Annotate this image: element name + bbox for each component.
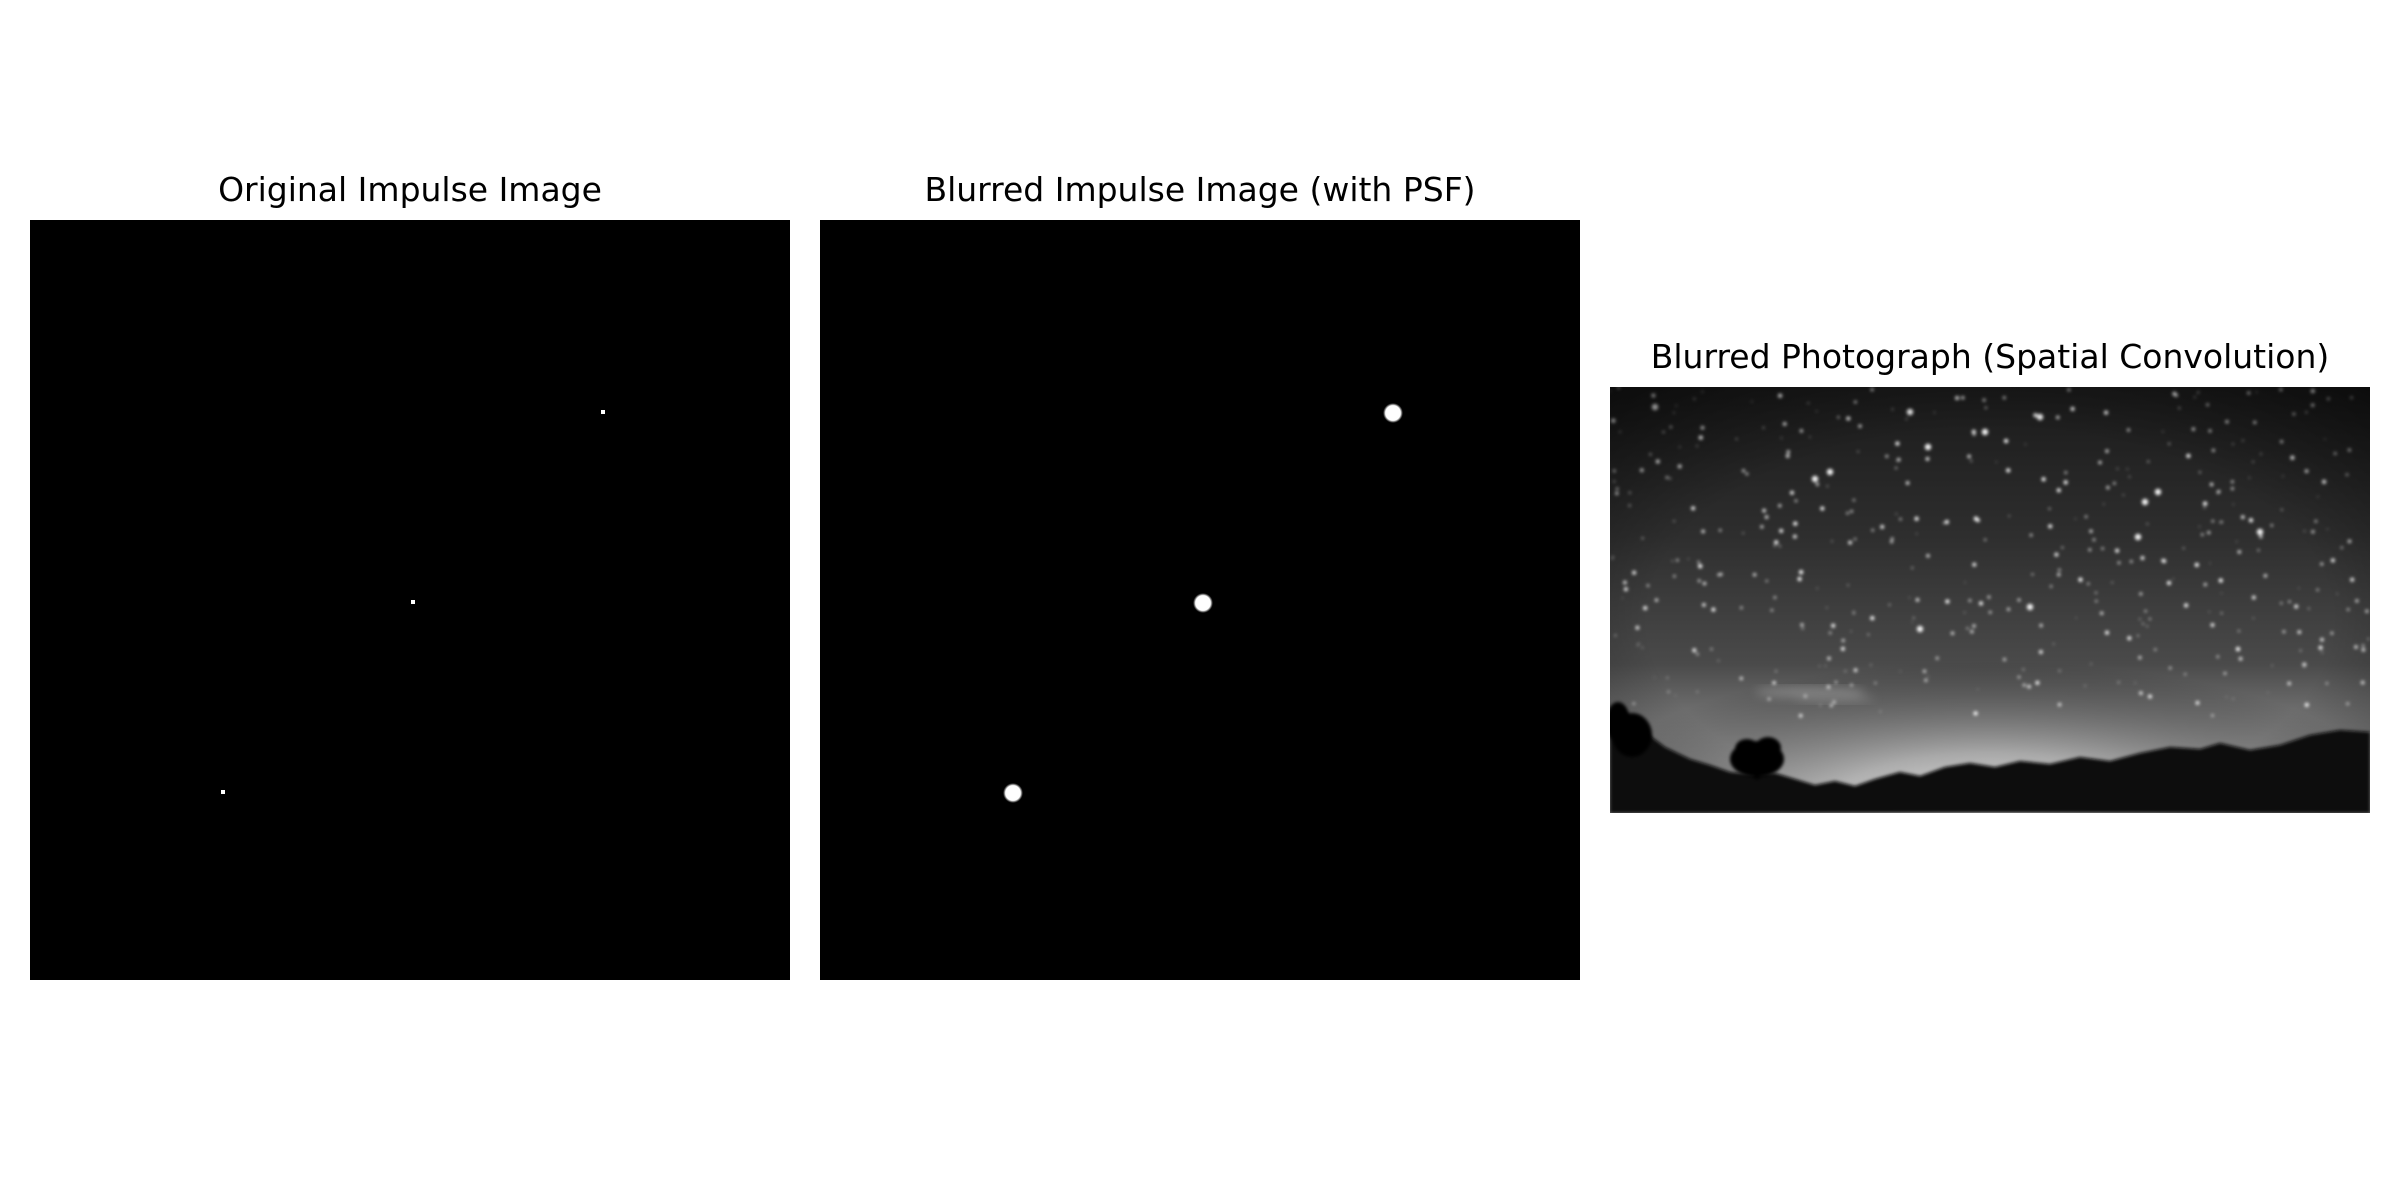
impulse-point-center [411, 600, 415, 604]
impulse-point-top-right [601, 410, 605, 414]
panel-title-blurred-photo: Blurred Photograph (Spatial Convolution) [1650, 337, 2330, 376]
blurred-impulse-canvas [820, 220, 1580, 980]
original-impulse-image [30, 220, 790, 980]
impulse-point-bottom-left [221, 790, 225, 794]
blurred-photograph [1610, 387, 2370, 813]
original-impulse-canvas [30, 220, 790, 980]
blurred-impulse-image [820, 220, 1580, 980]
panel-title-blurred-impulse: Blurred Impulse Image (with PSF) [924, 170, 1476, 209]
panel-title-original: Original Impulse Image [218, 170, 602, 209]
mountain-silhouette [1610, 709, 2370, 813]
blurred-point-center [1193, 593, 1213, 613]
blurred-photograph-canvas [1610, 387, 2370, 813]
blurred-point-bottom-left [1003, 783, 1023, 803]
blurred-point-top-right [1383, 403, 1403, 423]
tree-silhouette [1610, 702, 1784, 779]
